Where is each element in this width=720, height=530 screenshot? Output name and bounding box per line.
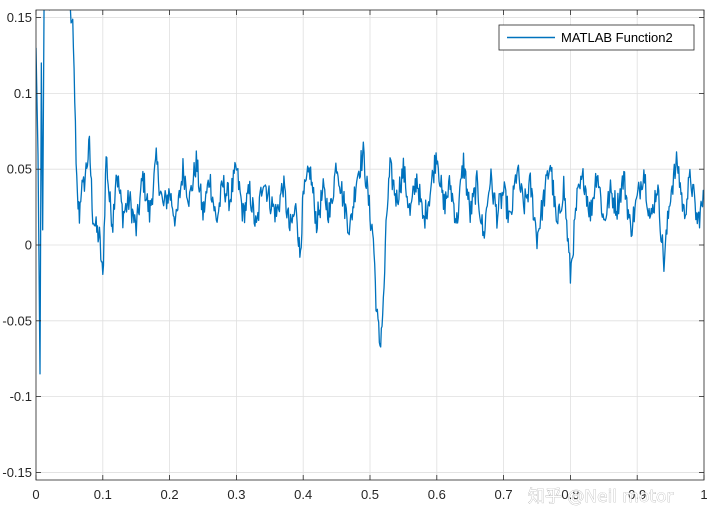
x-tick-label: 0 <box>32 487 39 502</box>
x-tick-label: 0.7 <box>495 487 513 502</box>
y-tick-label: -0.1 <box>10 389 32 404</box>
y-axis-tick-labels: -0.15 -0.1 -0.05 0 0.05 0.1 0.15 <box>2 10 32 480</box>
x-tick-label: 0.6 <box>428 487 446 502</box>
x-tick-label: 0.5 <box>361 487 379 502</box>
x-tick-label: 0.8 <box>561 487 579 502</box>
y-tick-label: 0.05 <box>7 162 32 177</box>
y-tick-label: -0.05 <box>2 313 32 328</box>
x-tick-label: 1 <box>700 487 707 502</box>
y-tick-label: 0 <box>25 238 32 253</box>
watermark: 知乎 @Neil motor <box>528 487 673 507</box>
x-tick-label: 0.3 <box>227 487 245 502</box>
series-group <box>36 10 704 375</box>
y-tick-label: 0.1 <box>14 86 32 101</box>
x-axis-tick-labels: 0 0.1 0.2 0.3 0.4 0.5 0.6 0.7 0.8 0.9 1 <box>32 487 707 502</box>
plot-area <box>35 9 705 481</box>
x-tick-label: 0.2 <box>161 487 179 502</box>
y-tick-label: 0.15 <box>7 10 32 25</box>
series-line <box>36 10 704 375</box>
y-tick-label: -0.15 <box>2 465 32 480</box>
x-tick-label: 0.4 <box>294 487 312 502</box>
legend-label: MATLAB Function2 <box>561 30 673 45</box>
x-tick-label: 0.1 <box>94 487 112 502</box>
x-tick-label: 0.9 <box>628 487 646 502</box>
legend: MATLAB Function2 <box>498 24 695 51</box>
grid <box>35 10 705 480</box>
axis-ticks <box>35 10 705 480</box>
